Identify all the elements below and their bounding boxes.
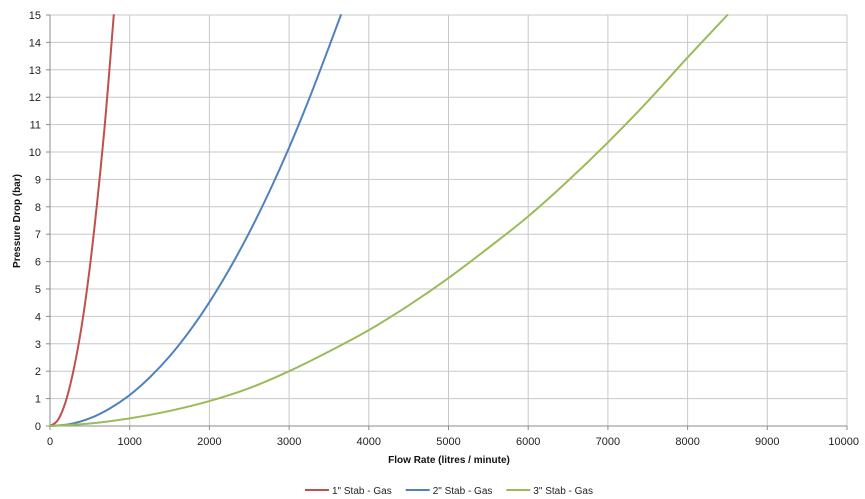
y-tick-label: 4 <box>35 311 41 323</box>
legend-label-2: 2" Stab - Gas <box>433 486 493 497</box>
legend-item: 3" Stab - Gas <box>506 486 593 497</box>
y-tick-label: 12 <box>29 92 41 104</box>
y-tick-label: 11 <box>30 120 41 132</box>
axes <box>46 14 848 430</box>
y-tick-label: 9 <box>35 174 41 186</box>
y-tick-label: 2 <box>35 366 41 378</box>
x-tick-label: 4000 <box>357 436 381 448</box>
series-line-2 <box>49 14 342 427</box>
legend-item: 1" Stab - Gas <box>305 486 392 497</box>
y-tick-label: 0 <box>35 421 41 433</box>
x-tick-label: 5000 <box>436 436 460 448</box>
legend-label-3: 3" Stab - Gas <box>533 486 593 497</box>
series-line-1 <box>49 14 115 427</box>
x-axis-title: Flow Rate (litres / minute) <box>388 455 510 466</box>
y-tick-label: 3 <box>35 339 41 351</box>
x-tick-label: 10000 <box>828 436 859 448</box>
y-tick-label: 14 <box>29 37 41 49</box>
x-tick-label: 8000 <box>675 436 699 448</box>
y-tick-label: 5 <box>35 284 41 296</box>
x-tick-label: 2000 <box>197 436 221 448</box>
x-tick-label: 0 <box>47 436 53 448</box>
y-tick-label: 1 <box>35 394 41 406</box>
legend-item: 2" Stab - Gas <box>405 486 493 497</box>
y-tick-label: 6 <box>35 257 41 269</box>
grid <box>50 14 848 426</box>
y-axis-title: Pressure Drop (bar) <box>12 174 23 268</box>
x-tick-label: 9000 <box>755 436 779 448</box>
y-tick-label: 7 <box>35 229 41 241</box>
x-tick-label: 7000 <box>596 436 620 448</box>
x-tick-label: 1000 <box>117 436 141 448</box>
y-tick-label: 10 <box>29 147 41 159</box>
series-line-3 <box>49 14 729 427</box>
y-tick-label: 15 <box>29 10 41 22</box>
x-tick-label: 3000 <box>277 436 301 448</box>
y-tick-label: 13 <box>29 65 41 77</box>
legend-label-1: 1" Stab - Gas <box>332 486 392 497</box>
legend: 1" Stab - Gas 2" Stab - Gas 3" Stab - Gas <box>305 486 593 497</box>
series-lines <box>49 14 729 427</box>
x-tick-label: 6000 <box>516 436 540 448</box>
y-tick-label: 8 <box>35 202 41 214</box>
